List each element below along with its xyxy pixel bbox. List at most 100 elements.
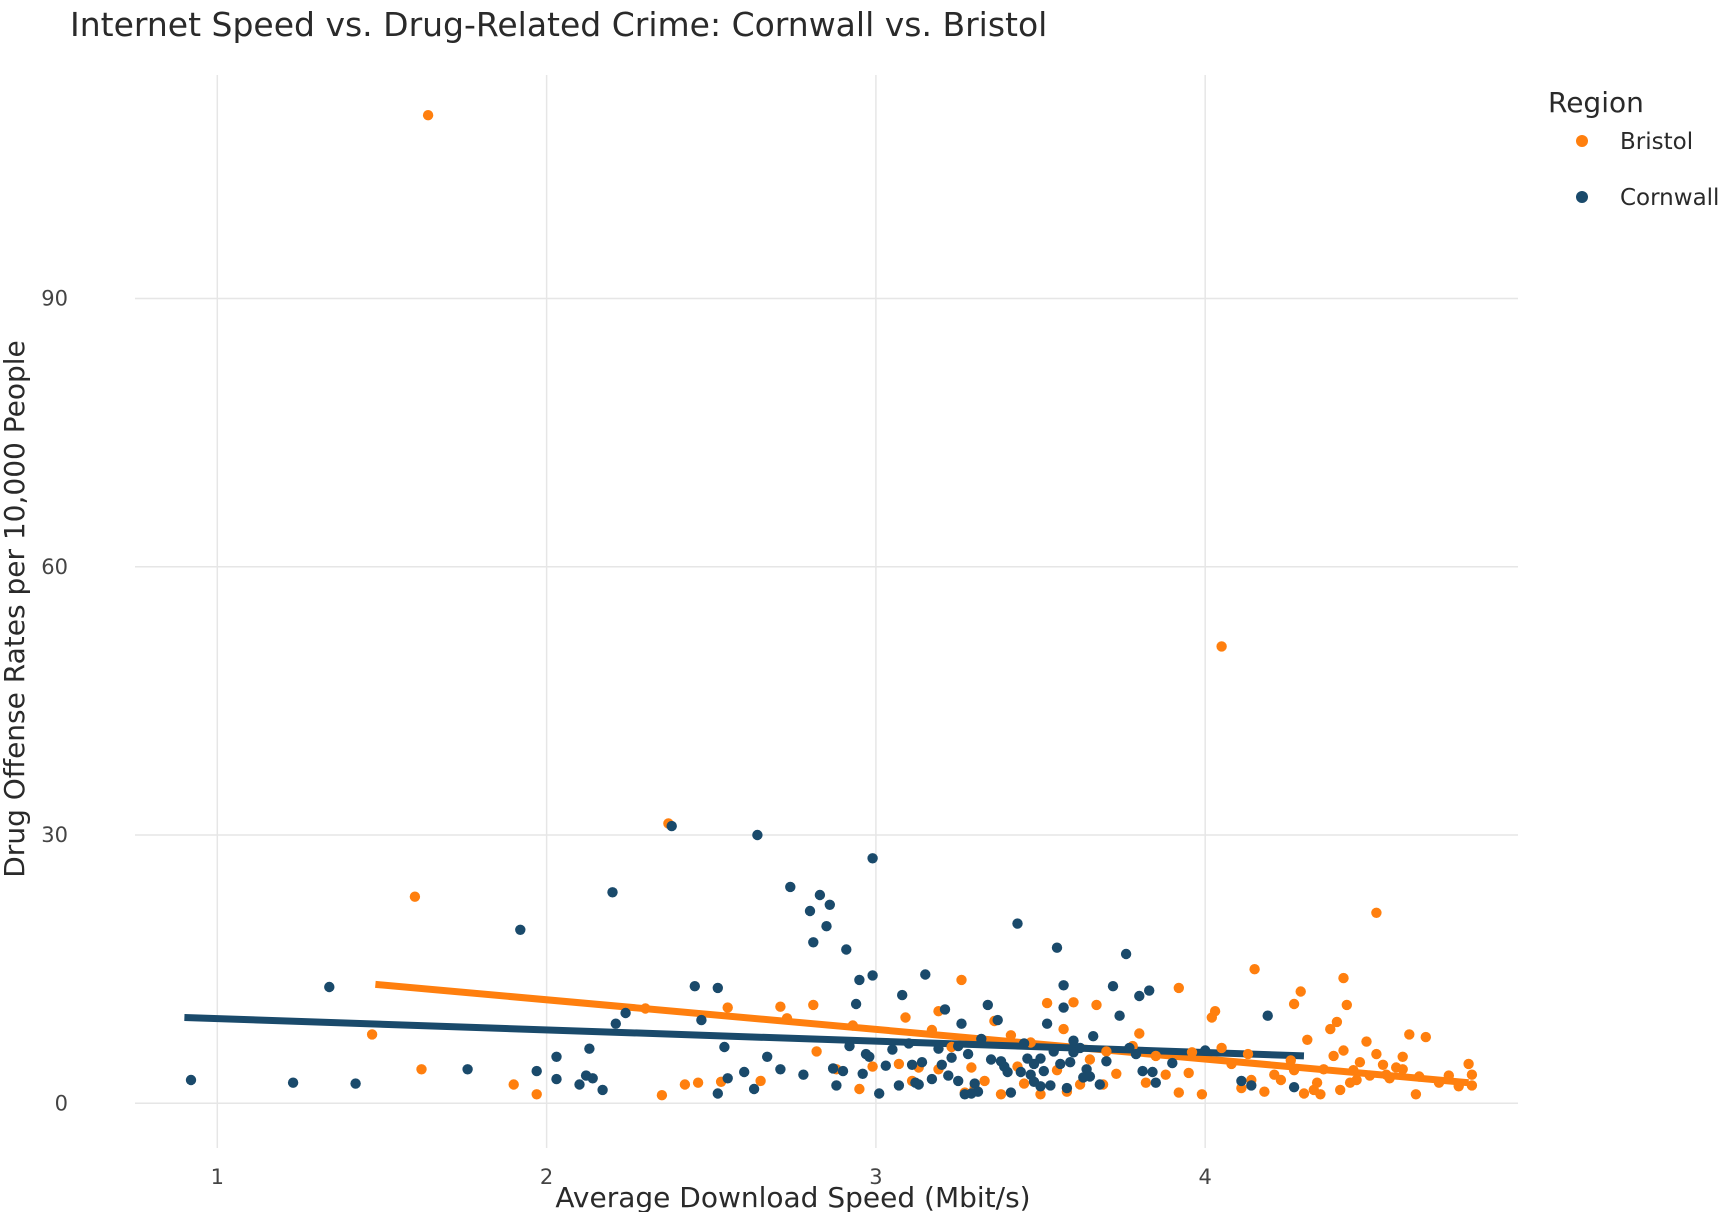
bristol-point xyxy=(416,1064,427,1075)
bristol-point xyxy=(1111,1068,1122,1080)
bristol-point xyxy=(1298,1088,1310,1099)
cornwall-point xyxy=(1262,1010,1273,1021)
cornwall-point xyxy=(1147,1066,1158,1078)
cornwall-point xyxy=(824,899,835,910)
bristol-point xyxy=(1338,1045,1349,1056)
cornwall-point xyxy=(887,1044,898,1055)
cornwall-point xyxy=(551,1073,562,1085)
cornwall-point xyxy=(185,1074,197,1086)
bristol-point xyxy=(1035,1089,1046,1100)
cornwall-point xyxy=(864,1051,875,1063)
bristol-point xyxy=(508,1079,519,1090)
cornwall-point xyxy=(841,944,852,955)
cornwall-point xyxy=(1028,1058,1040,1070)
cornwall-point xyxy=(867,970,878,981)
bristol-point xyxy=(1140,1077,1152,1088)
cornwall-point xyxy=(976,1033,987,1045)
bristol-point xyxy=(1381,1069,1392,1080)
data-points xyxy=(185,110,1478,1101)
cornwall-point xyxy=(827,1063,839,1074)
bristol-point xyxy=(679,1079,691,1090)
bristol-point xyxy=(1466,1069,1478,1080)
cornwall-point xyxy=(1041,1018,1053,1029)
bristol-point xyxy=(1318,1064,1329,1075)
x-axis-title: Average Download Speed (Mbit/s) xyxy=(555,1181,1030,1212)
cornwall-point xyxy=(620,1007,631,1019)
bristol-point xyxy=(1397,1064,1408,1075)
bristol-point xyxy=(1101,1046,1112,1057)
cornwall-point xyxy=(1084,1071,1096,1082)
cornwall-point xyxy=(926,1073,938,1085)
cornwall-point xyxy=(607,887,618,898)
bristol-point xyxy=(847,1020,858,1031)
cornwall-point xyxy=(1061,1082,1073,1094)
y-tick-label: 90 xyxy=(41,287,68,311)
cornwall-point xyxy=(1134,990,1145,1002)
bristol-point xyxy=(1348,1065,1359,1076)
bristol-point xyxy=(1433,1077,1445,1088)
bristol-point xyxy=(956,974,967,986)
bristol-point xyxy=(1410,1089,1422,1100)
bristol-point xyxy=(1236,1082,1247,1094)
cornwall-point xyxy=(837,1065,849,1077)
cornwall-point xyxy=(953,1040,964,1052)
bristol-point xyxy=(1196,1089,1208,1100)
cornwall-point xyxy=(1150,1077,1162,1088)
bristol-point xyxy=(1364,1070,1376,1081)
cornwall-point xyxy=(1012,918,1023,929)
cornwall-point xyxy=(1035,1081,1046,1092)
cornwall-point xyxy=(610,1018,621,1029)
bristol-point xyxy=(1216,1042,1227,1054)
cornwall-point xyxy=(920,969,931,980)
cornwall-point xyxy=(696,1014,707,1026)
cornwall-point xyxy=(939,1004,951,1015)
bristol-point xyxy=(1084,1054,1096,1065)
cornwall-point xyxy=(874,1088,885,1099)
bristol-point xyxy=(1325,1023,1336,1035)
bristol-point xyxy=(1275,1074,1287,1086)
bristol-point xyxy=(1315,1089,1326,1100)
cornwall-point xyxy=(752,829,763,841)
bristol-point xyxy=(1463,1058,1474,1070)
bristol-point xyxy=(1443,1070,1455,1081)
cornwall-point xyxy=(1094,1079,1106,1090)
bristol-trend-line xyxy=(375,980,1469,1087)
bristol-point xyxy=(808,999,819,1011)
bristol-point xyxy=(1186,1047,1198,1058)
bristol-point xyxy=(1183,1067,1194,1079)
bristol-point xyxy=(1361,1036,1372,1047)
bristol-point xyxy=(867,1061,878,1072)
bristol-point xyxy=(1259,1086,1270,1097)
bristol-point xyxy=(1420,1031,1432,1043)
bristol-point xyxy=(1134,1028,1145,1039)
cornwall-point xyxy=(1200,1045,1211,1056)
cornwall-point xyxy=(666,820,677,832)
cornwall-point xyxy=(854,974,865,986)
cornwall-point xyxy=(893,1080,905,1091)
bristol-point xyxy=(854,1083,865,1095)
cornwall-point xyxy=(897,989,908,1001)
legend: Region Bristol Cornwall xyxy=(1548,86,1719,211)
bristol-point xyxy=(775,1001,786,1012)
cornwall-point xyxy=(808,937,819,948)
cornwall-point xyxy=(936,1059,947,1071)
cornwall-point xyxy=(722,1073,733,1084)
cornwall-point xyxy=(1045,1080,1056,1091)
x-tick-label: 4 xyxy=(1198,1165,1211,1189)
bristol-point xyxy=(1216,641,1227,652)
cornwall-point xyxy=(587,1073,598,1084)
bristol-point xyxy=(1371,907,1382,918)
cornwall-point xyxy=(1120,948,1132,960)
cornwall-point xyxy=(1058,980,1069,991)
cornwall-point xyxy=(712,1088,723,1099)
bristol-point xyxy=(1453,1081,1464,1092)
x-tick-label: 2 xyxy=(540,1165,553,1189)
cornwall-point xyxy=(906,1059,918,1071)
y-tick-label: 0 xyxy=(55,1091,68,1115)
bristol-point xyxy=(966,1062,977,1073)
bristol-point xyxy=(1091,999,1102,1011)
axis-ticks: 1 2 3 4 0 30 60 90 xyxy=(41,287,1212,1189)
cornwall-point xyxy=(1130,1048,1142,1060)
bristol-point xyxy=(1068,997,1079,1008)
bristol-point xyxy=(1160,1069,1171,1080)
